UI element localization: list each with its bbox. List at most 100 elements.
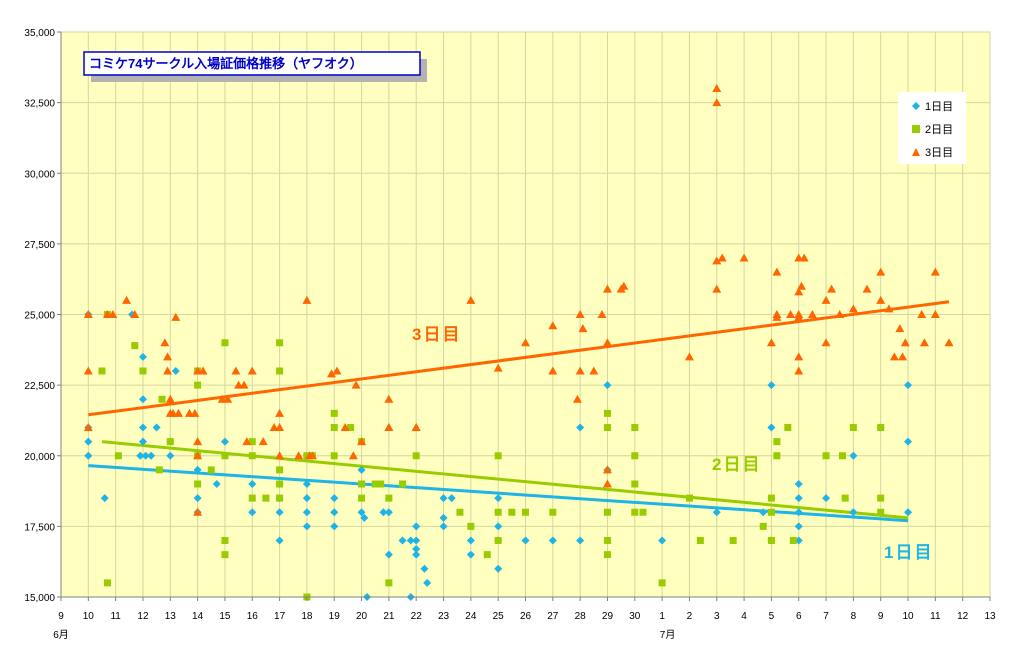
data-point-diamond — [84, 451, 93, 460]
data-point-square — [822, 452, 830, 460]
data-point-square — [494, 508, 502, 516]
data-point-diamond — [84, 437, 93, 446]
data-point-triangle — [794, 312, 804, 321]
data-point-diamond — [248, 480, 257, 488]
data-point-diamond — [193, 494, 202, 503]
data-point-triangle — [302, 295, 312, 304]
data-point-triangle — [684, 352, 694, 361]
data-point-diamond — [171, 367, 180, 375]
legend-marker-square — [912, 125, 920, 133]
data-point-diamond — [576, 536, 585, 545]
data-point-diamond — [412, 522, 421, 531]
y-tick-label: 15,000 — [24, 593, 55, 604]
data-point-triangle — [327, 369, 337, 378]
data-point-square — [155, 466, 163, 474]
data-point-diamond — [439, 522, 448, 531]
data-point-square — [696, 537, 704, 544]
x-tick-label: 22 — [411, 611, 423, 622]
data-point-diamond — [849, 451, 858, 460]
data-point-square — [877, 494, 885, 502]
legend: 1日目 2日目 3日目 — [898, 92, 966, 164]
data-point-diamond — [330, 494, 339, 503]
data-point-triangle — [895, 324, 905, 333]
x-tick-label: 28 — [575, 611, 587, 622]
data-point-square — [221, 339, 229, 347]
data-point-diamond — [100, 494, 109, 503]
data-point-triangle — [193, 451, 203, 460]
data-point-square — [759, 522, 767, 530]
data-point-diamond — [212, 480, 221, 488]
data-point-triangle — [163, 366, 173, 375]
x-tick-label: 9 — [58, 611, 64, 622]
data-point-square — [877, 508, 885, 516]
data-point-square — [767, 508, 775, 516]
data-point-diamond — [423, 578, 432, 587]
data-point-square — [784, 424, 792, 431]
data-point-square — [631, 508, 639, 516]
data-point-triangle — [493, 363, 503, 372]
data-point-square — [522, 508, 529, 516]
data-point-diamond — [138, 395, 147, 404]
data-point-triangle — [307, 451, 317, 460]
data-point-diamond — [576, 423, 585, 432]
data-point-diamond — [658, 536, 667, 545]
month-label: 6月 — [53, 629, 69, 641]
data-point-square — [631, 452, 639, 460]
data-point-triangle — [794, 352, 804, 361]
data-point-diamond — [494, 522, 503, 531]
data-point-triangle — [589, 366, 599, 375]
data-point-diamond — [138, 423, 147, 432]
data-point-triangle — [876, 267, 886, 276]
data-point-square — [639, 508, 647, 516]
data-point-square — [631, 480, 639, 488]
data-point-triangle — [827, 284, 837, 293]
data-point-square — [358, 480, 366, 488]
data-point-diamond — [794, 508, 803, 517]
data-point-diamond — [275, 536, 284, 545]
data-point-diamond — [412, 550, 421, 559]
data-point-triangle — [572, 394, 582, 403]
data-point-triangle — [275, 451, 285, 460]
data-point-square — [377, 480, 385, 488]
x-tick-label: 17 — [274, 611, 286, 622]
data-point-diamond — [248, 508, 257, 517]
data-point-square — [371, 480, 379, 488]
data-point-triangle — [848, 304, 858, 313]
data-point-triangle — [198, 366, 208, 375]
y-tick-label: 17,500 — [24, 522, 55, 533]
data-point-square — [603, 551, 611, 559]
data-point-triangle — [821, 295, 831, 304]
data-point-triangle — [807, 310, 817, 318]
y-tick-label: 35,000 — [24, 28, 55, 39]
data-point-diamond — [904, 381, 913, 390]
data-point-diamond — [466, 550, 475, 559]
x-tick-label: 29 — [602, 611, 614, 622]
x-tick-label: 4 — [741, 611, 747, 622]
data-point-triangle — [223, 394, 233, 403]
data-point-diamond — [384, 550, 393, 559]
data-point-triangle — [357, 437, 367, 446]
data-point-square — [494, 452, 502, 460]
chart-title: コミケ74サークル入場証価格推移（ヤフオク） — [89, 56, 363, 71]
x-tick-label: 30 — [629, 611, 641, 622]
data-point-triangle — [108, 310, 118, 318]
legend-label-1: 1日目 — [925, 101, 953, 113]
data-point-triangle — [575, 310, 585, 318]
data-point-triangle — [521, 338, 530, 347]
data-point-square — [399, 480, 407, 488]
x-axis: 9 10 11 12 13 14 15 16 17 18 19 20 21 22 23 24 25 26 27 28 2… — [53, 596, 996, 641]
data-point-triangle — [766, 338, 776, 347]
data-point-diamond — [494, 494, 503, 503]
x-tick-label: 21 — [383, 611, 395, 622]
data-point-triangle — [712, 284, 722, 293]
data-point-triangle — [340, 423, 350, 431]
trend-label-day1: 1日目 — [884, 543, 933, 562]
y-tick-label: 22,500 — [24, 381, 55, 392]
data-point-triangle — [578, 324, 588, 333]
data-point-square — [385, 494, 393, 502]
x-tick-label: 12 — [137, 611, 149, 622]
data-point-triangle — [712, 84, 722, 92]
title-frame — [83, 51, 421, 76]
data-point-diamond — [275, 508, 284, 517]
data-point-triangle — [247, 366, 257, 375]
